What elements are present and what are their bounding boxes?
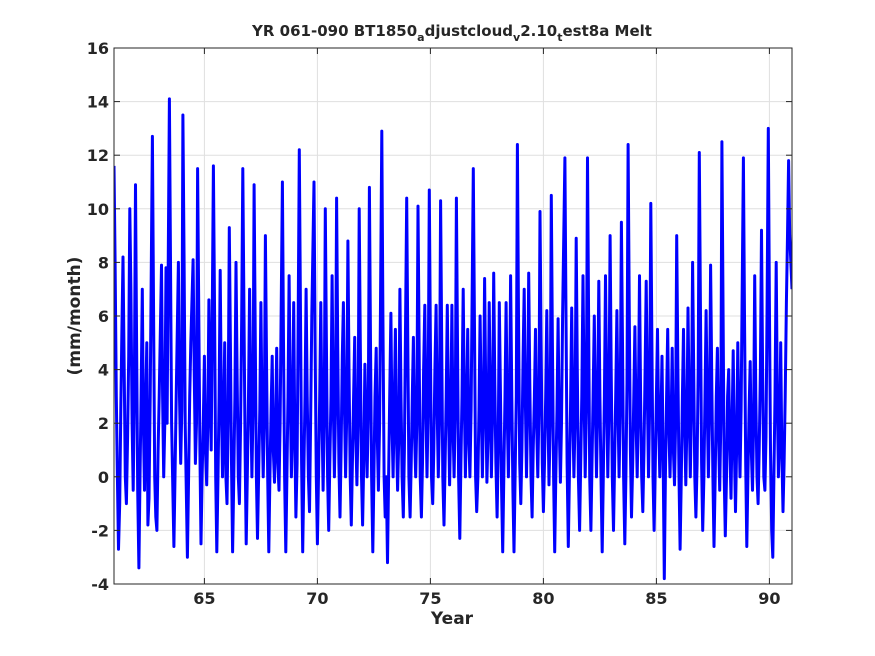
title-segment: est8a Melt — [562, 22, 651, 40]
title-subscript: v — [513, 31, 521, 44]
x-axis-label: Year — [430, 609, 474, 629]
title-subscript: a — [417, 31, 424, 44]
x-tick-label: 70 — [306, 589, 328, 608]
y-tick-label: 12 — [87, 146, 109, 165]
y-tick-label: -2 — [91, 521, 109, 540]
x-tick-label: 75 — [419, 589, 441, 608]
y-tick-labels: -4 -2 0 2 4 6 8 10 12 14 16 — [87, 39, 109, 594]
x-tick-label: 90 — [758, 589, 780, 608]
x-tick-label: 65 — [193, 589, 215, 608]
melt-series-line — [114, 97, 792, 581]
y-tick-label: 0 — [98, 468, 109, 487]
y-tick-label: 2 — [98, 414, 109, 433]
x-tick-labels: 65 70 75 80 85 90 — [193, 589, 780, 608]
y-tick-label: -4 — [91, 575, 109, 594]
y-tick-label: 8 — [98, 253, 109, 272]
ticks — [114, 47, 792, 585]
y-tick-label: 6 — [98, 307, 109, 326]
y-tick-label: 16 — [87, 39, 109, 58]
title-segment: djustcloud — [425, 22, 513, 40]
x-tick-label: 80 — [532, 589, 554, 608]
y-tick-label: 4 — [98, 361, 109, 380]
title-segment: YR 061-090 BT1850 — [251, 22, 417, 40]
x-tick-label: 85 — [645, 589, 667, 608]
y-tick-label: 14 — [87, 93, 109, 112]
chart-title: YR 061-090 BT1850adjustcloudv2.10test8a … — [251, 22, 652, 44]
title-segment: 2.10 — [520, 22, 557, 40]
y-axis-label: (mm/month) — [65, 257, 85, 376]
y-tick-label: 10 — [87, 200, 109, 219]
title-subscript: t — [557, 31, 562, 44]
